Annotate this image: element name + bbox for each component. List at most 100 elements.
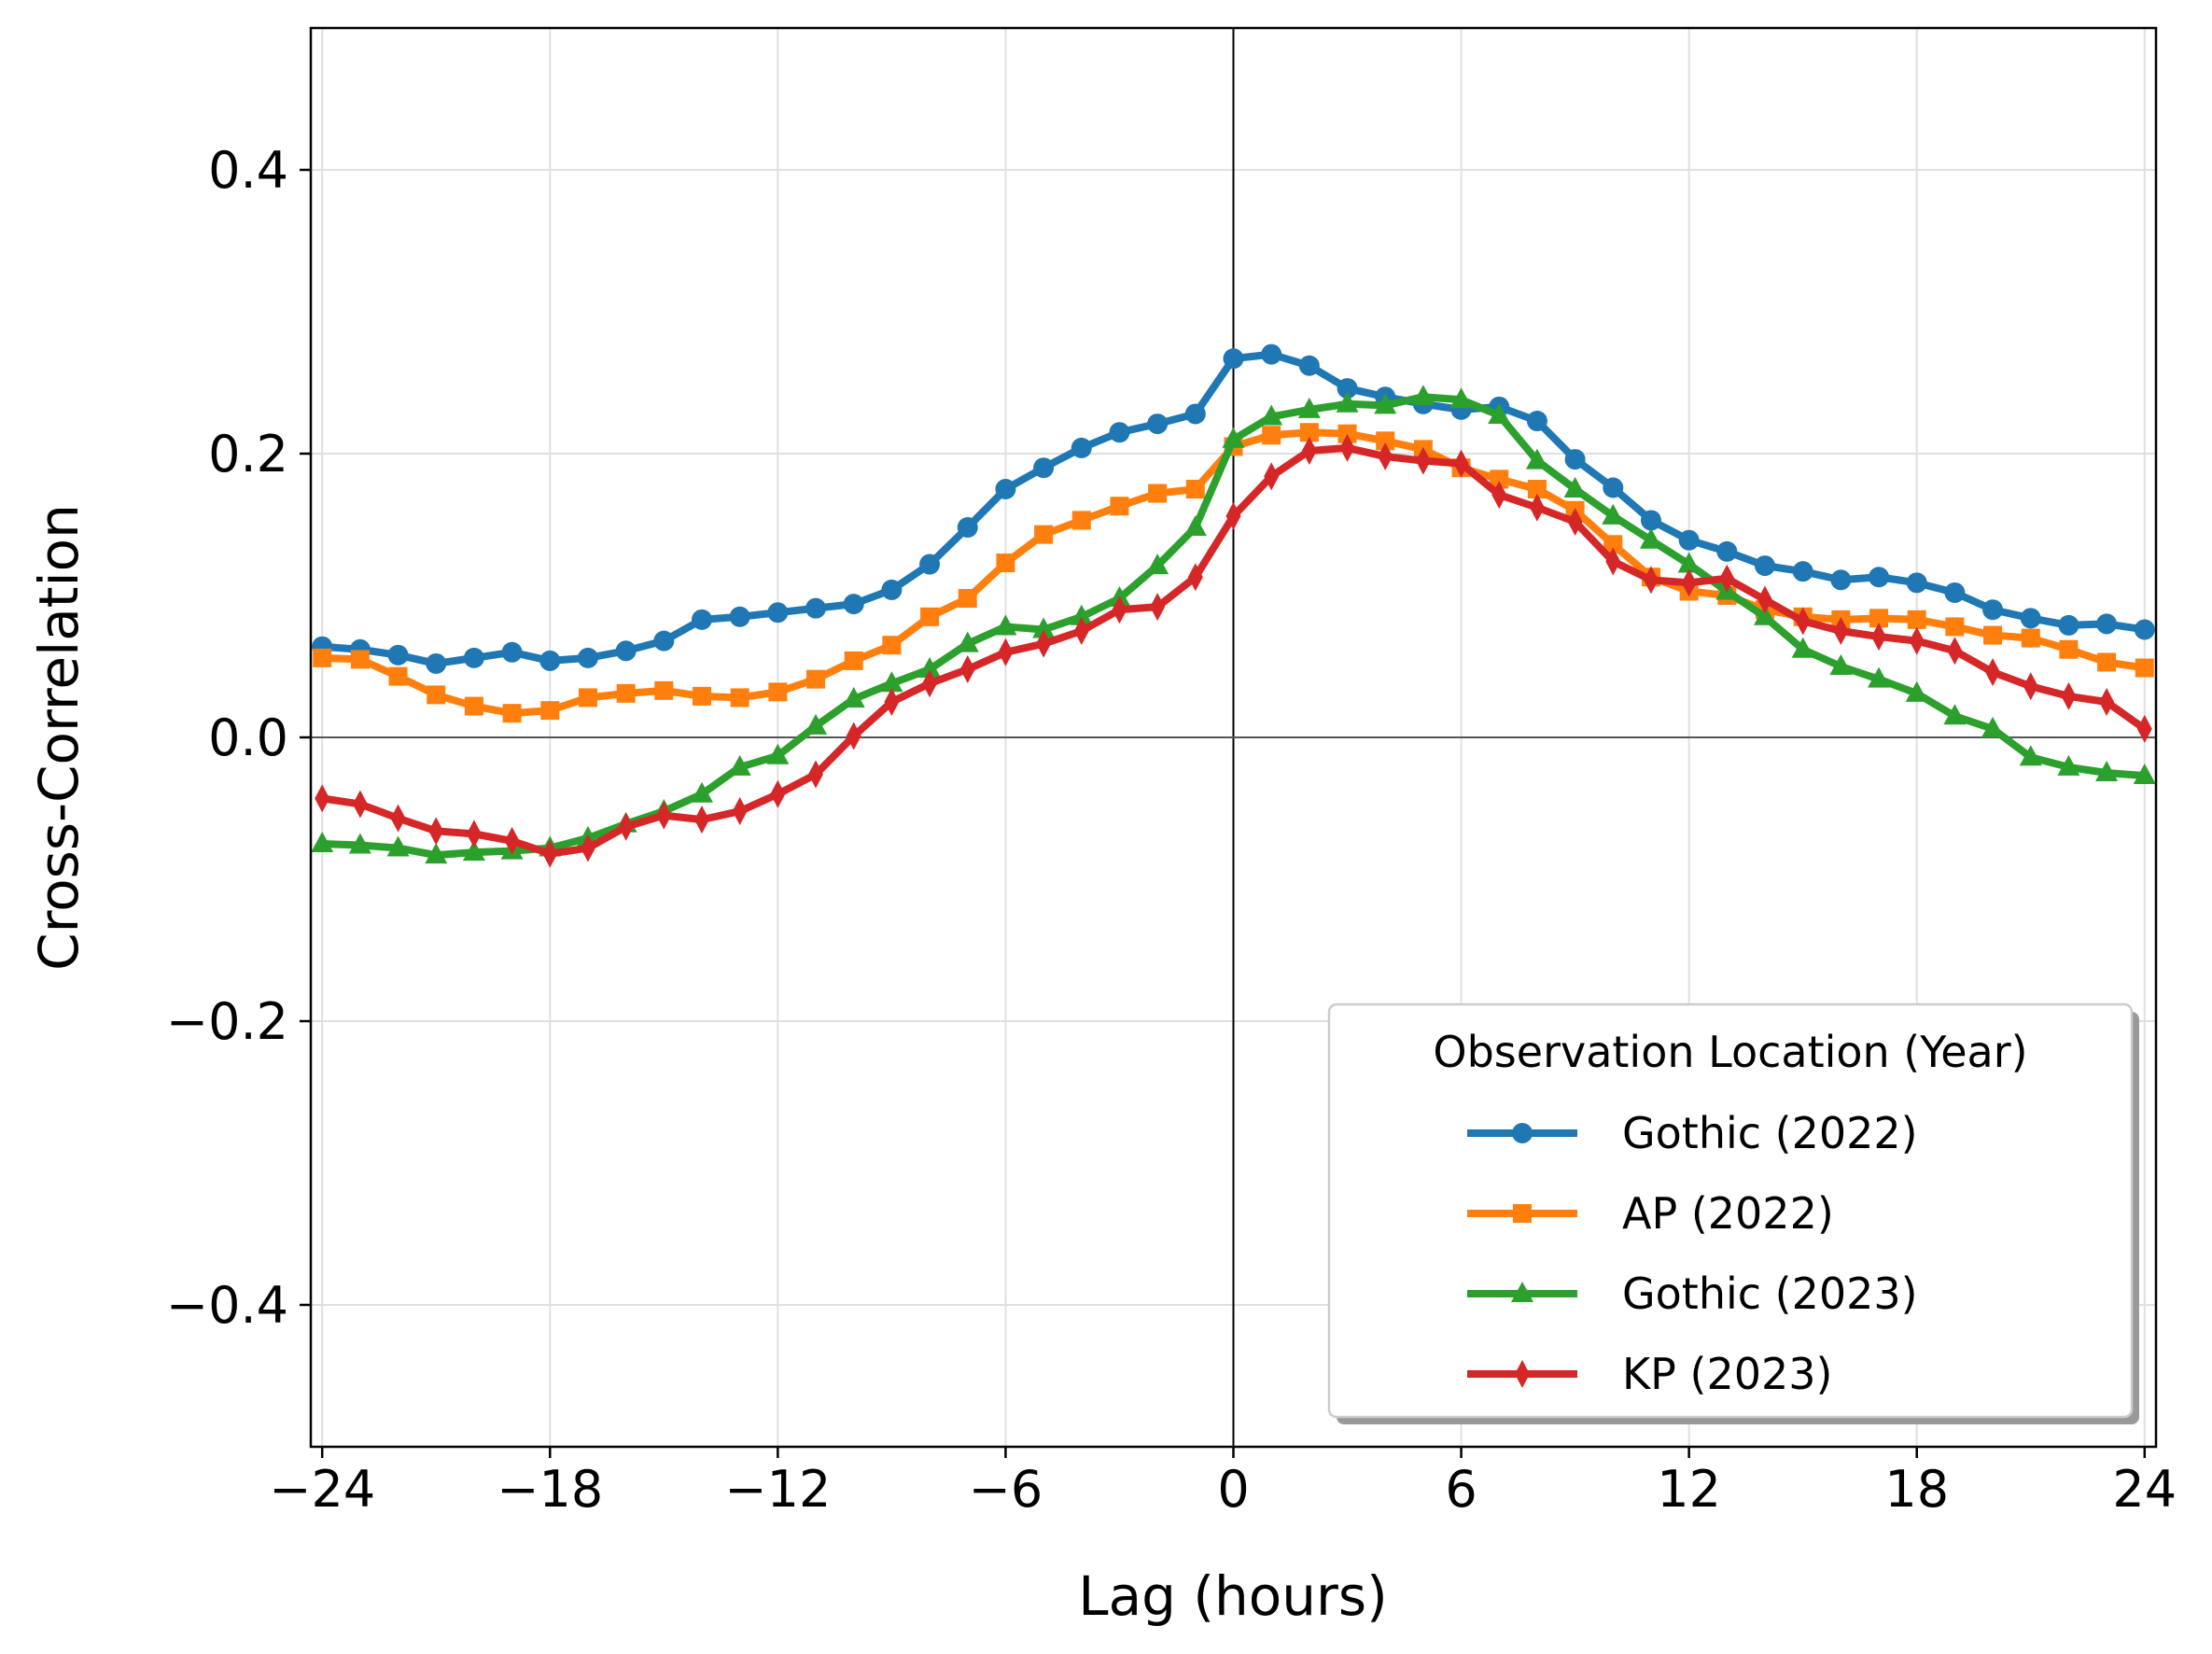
legend-entry: Gothic (2023): [1467, 1269, 1918, 1319]
data-point: [1032, 617, 1056, 638]
data-point: [1833, 617, 1849, 645]
data-point: [1110, 497, 1129, 516]
data-point: [1677, 552, 1701, 573]
data-point: [2095, 761, 2119, 781]
data-point: [501, 641, 523, 663]
data-point: [1336, 391, 1359, 413]
y-axis-title: Cross-Correlation: [27, 504, 91, 971]
data-point: [998, 638, 1014, 666]
data-point: [2097, 652, 2117, 672]
legend-title: Observation Location (Year): [1433, 1027, 2027, 1077]
data-point: [1187, 563, 1203, 592]
data-point: [1791, 637, 1814, 658]
data-point: [1603, 477, 1624, 498]
data-point: [462, 840, 485, 862]
data-point: [315, 784, 330, 813]
data-point: [464, 696, 483, 716]
y-tick-label: −0.4: [166, 1276, 288, 1335]
data-point: [692, 686, 711, 706]
series-ap-2022: [313, 423, 2154, 723]
data-point: [1603, 535, 1623, 554]
data-point: [1869, 609, 1889, 628]
legend-entry: Gothic (2022): [1467, 1108, 1918, 1158]
data-point: [958, 589, 977, 609]
data-point: [2061, 681, 2077, 710]
series-gothic-2022: [312, 343, 2155, 674]
data-point: [1260, 404, 1283, 426]
data-point: [1184, 403, 1206, 425]
data-point: [1525, 448, 1548, 470]
series-layer: [311, 343, 2156, 868]
data-point: [884, 688, 900, 716]
data-point: [386, 835, 410, 857]
data-point: [466, 820, 482, 848]
data-point: [1754, 604, 1777, 625]
data-point: [1681, 568, 1697, 597]
data-point: [1378, 442, 1393, 471]
data-point: [1225, 501, 1241, 530]
data-point: [1222, 427, 1245, 448]
data-point: [1491, 481, 1507, 510]
data-point: [959, 655, 975, 684]
y-tick-label: 0.4: [208, 141, 288, 200]
data-point: [1374, 393, 1397, 414]
data-point: [1716, 540, 1738, 562]
x-tick-label: −6: [969, 1460, 1043, 1519]
data-point: [1639, 527, 1662, 549]
data-point: [1488, 402, 1511, 424]
ticks: −24 −18 −12 −6 0 6 12 18 24 −0.4 −0.2 0.0 0.2 0.4: [166, 141, 2177, 1519]
data-point: [2023, 672, 2038, 701]
data-point: [728, 754, 751, 776]
data-point: [540, 701, 560, 721]
data-point: [2058, 614, 2079, 636]
data-point: [1529, 493, 1545, 522]
data-point: [656, 801, 672, 830]
data-point: [1643, 566, 1659, 595]
data-point: [1947, 637, 1963, 666]
data-point: [1678, 529, 1700, 551]
y-tick-label: −0.2: [166, 992, 288, 1051]
data-point: [1792, 561, 1813, 582]
data-point: [766, 743, 790, 764]
data-point: [920, 607, 940, 626]
legend-marker: [1513, 1204, 1532, 1223]
y-tick-label: 0.0: [208, 708, 288, 767]
data-point: [805, 713, 828, 735]
data-point: [1490, 470, 1509, 489]
data-point: [996, 554, 1015, 573]
data-point: [615, 640, 637, 662]
data-point: [919, 554, 941, 575]
legend: Observation Location (Year) Gothic (2022…: [1327, 1002, 2139, 1424]
data-point: [1719, 564, 1735, 593]
data-point: [691, 609, 712, 630]
data-point: [2020, 608, 2041, 629]
data-point: [957, 517, 978, 539]
data-point: [1602, 503, 1625, 525]
data-point: [1261, 343, 1282, 365]
data-point: [1262, 426, 1281, 445]
legend-entry: AP (2022): [1467, 1188, 1834, 1239]
data-point: [2057, 754, 2080, 776]
x-tick-label: 24: [2112, 1460, 2177, 1519]
x-tick-label: −18: [497, 1460, 603, 1519]
data-point: [2133, 764, 2156, 785]
data-point: [1071, 437, 1092, 458]
data-point: [502, 704, 522, 723]
data-point: [1564, 449, 1586, 470]
data-point: [1944, 582, 1966, 603]
data-point: [994, 614, 1017, 636]
data-point: [2135, 658, 2154, 678]
data-point: [577, 647, 598, 668]
data-point: [1605, 547, 1621, 576]
data-point: [2134, 619, 2155, 640]
data-point: [1112, 596, 1127, 624]
data-point: [808, 760, 824, 789]
data-point: [1264, 462, 1280, 491]
legend-label: Gothic (2023): [1622, 1269, 1918, 1319]
x-tick-label: −24: [269, 1460, 375, 1519]
data-point: [1301, 436, 1317, 465]
data-point: [846, 722, 861, 750]
data-point: [882, 636, 902, 655]
legend-marker: [1512, 1123, 1533, 1143]
